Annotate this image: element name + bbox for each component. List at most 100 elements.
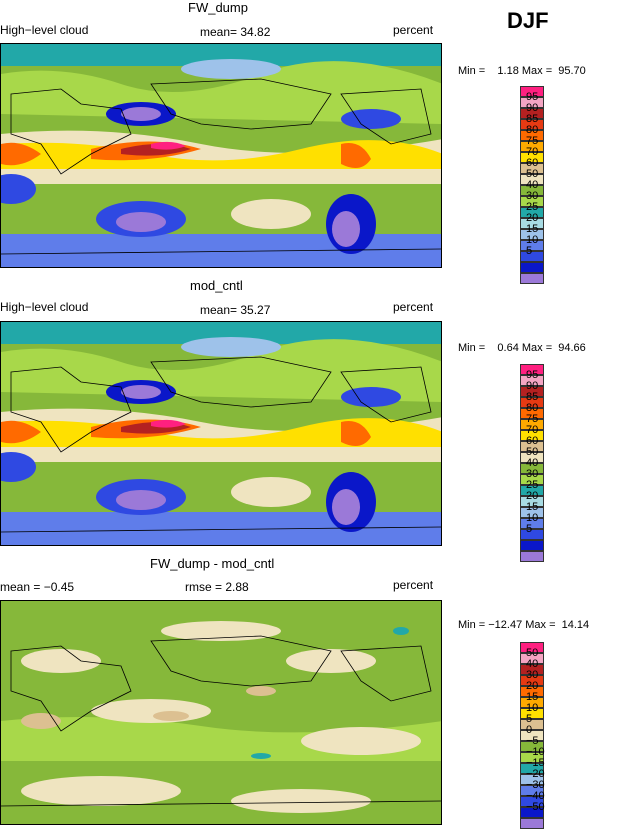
legend-swatch [520, 752, 544, 763]
legend-swatch [520, 719, 544, 730]
legend-label: 80 [526, 402, 539, 414]
legend-swatch [520, 119, 544, 130]
legend-label: 90 [526, 380, 539, 392]
legend-swatch [520, 540, 544, 551]
legend-label: −50 [526, 801, 545, 813]
legend-label: 75 [526, 135, 539, 147]
legend-swatch [520, 430, 544, 441]
panel3-rmse: rmse = 2.88 [185, 580, 249, 594]
legend-swatch [520, 496, 544, 507]
legend-label: 60 [526, 157, 539, 169]
legend-label: 15 [526, 691, 539, 703]
legend-label: −40 [526, 790, 545, 802]
panel2-units: percent [393, 300, 434, 314]
legend-swatch [520, 653, 544, 664]
legend-swatch [520, 741, 544, 752]
legend-swatch [520, 130, 544, 141]
panel2-map [0, 321, 442, 546]
legend-swatch [520, 97, 544, 108]
legend-label: −20 [526, 768, 545, 780]
panel2-minmax: Min = 0.64 Max = 94.66 [458, 342, 586, 354]
legend-swatch [520, 697, 544, 708]
legend-label: 85 [526, 391, 539, 403]
legend-label: 0 [526, 724, 533, 736]
panel3-mean: mean = −0.45 [0, 580, 75, 594]
legend-label: 10 [526, 234, 539, 246]
panel3-contour-field [1, 601, 441, 824]
legend-swatch [520, 642, 544, 653]
legend-label: 50 [526, 446, 539, 458]
legend-label: 40 [526, 457, 539, 469]
panel3-legend: 50 40 30 20 15 10 5 0 −5 −10 −15 −20 −30 −40 −50 [520, 642, 545, 829]
panel2-mean: mean= 35.27 [200, 303, 271, 317]
legend-swatch [520, 818, 544, 829]
legend-swatch [520, 474, 544, 485]
legend-swatch [520, 807, 544, 818]
legend-swatch [520, 708, 544, 719]
panel2-legend: 95 90 85 80 75 70 60 50 40 30 25 20 15 10 5 [520, 364, 544, 562]
panel1-variable-label: High−level cloud [0, 23, 89, 37]
legend-swatch [520, 152, 544, 163]
panel1-legend: 95 90 85 80 75 70 60 50 40 30 25 20 15 10 5 [520, 86, 544, 284]
legend-label: −15 [526, 757, 545, 769]
legend-label: 95 [526, 91, 539, 103]
legend-swatch [520, 375, 544, 386]
legend-swatch [520, 141, 544, 152]
legend-swatch [520, 397, 544, 408]
legend-label: 20 [526, 212, 539, 224]
legend-swatch [520, 730, 544, 741]
season-label: DJF [507, 8, 549, 33]
legend-swatch [520, 174, 544, 185]
legend-swatch [520, 218, 544, 229]
legend-label: 10 [526, 702, 539, 714]
legend-label: 30 [526, 669, 539, 681]
legend-label: 5 [526, 713, 533, 725]
panel2-variable-label: High−level cloud [0, 300, 89, 314]
legend-swatch [520, 185, 544, 196]
panel2-title: mod_cntl [190, 278, 243, 293]
panel2-contour-field [1, 322, 441, 545]
panel3-map [0, 600, 442, 825]
legend-label: 30 [526, 190, 539, 202]
legend-label: 30 [526, 468, 539, 480]
legend-label: 50 [526, 168, 539, 180]
panel1-units: percent [393, 23, 434, 37]
legend-label: 85 [526, 113, 539, 125]
legend-swatch [520, 675, 544, 686]
legend-swatch [520, 763, 544, 774]
legend-swatch [520, 529, 544, 540]
legend-label: −5 [526, 735, 539, 747]
legend-label: 50 [526, 647, 539, 659]
legend-swatch [520, 229, 544, 240]
legend-swatch [520, 664, 544, 675]
legend-swatch [520, 463, 544, 474]
legend-swatch [520, 441, 544, 452]
legend-label: 5 [526, 245, 533, 257]
legend-label: 10 [526, 512, 539, 524]
legend-swatch [520, 485, 544, 496]
legend-swatch [520, 262, 544, 273]
legend-swatch [520, 364, 544, 375]
legend-swatch [520, 386, 544, 397]
legend-label: 15 [526, 223, 539, 235]
legend-label: 15 [526, 501, 539, 513]
legend-label: 95 [526, 369, 539, 381]
legend-swatch [520, 196, 544, 207]
legend-label: 75 [526, 413, 539, 425]
legend-swatch [520, 518, 544, 529]
legend-swatch [520, 207, 544, 218]
legend-label: 20 [526, 680, 539, 692]
legend-label: 5 [526, 523, 533, 535]
legend-swatch [520, 686, 544, 697]
panel3-units: percent [393, 578, 434, 592]
legend-label: 40 [526, 179, 539, 191]
panel1-contour-field [1, 44, 441, 267]
legend-label: 25 [526, 201, 539, 213]
legend-label: 80 [526, 124, 539, 136]
legend-swatch [520, 240, 544, 251]
panel1-minmax: Min = 1.18 Max = 95.70 [458, 65, 586, 77]
legend-swatch [520, 86, 544, 97]
legend-label: 20 [526, 490, 539, 502]
panel3-title: FW_dump - mod_cntl [150, 556, 275, 571]
legend-swatch [520, 251, 544, 262]
